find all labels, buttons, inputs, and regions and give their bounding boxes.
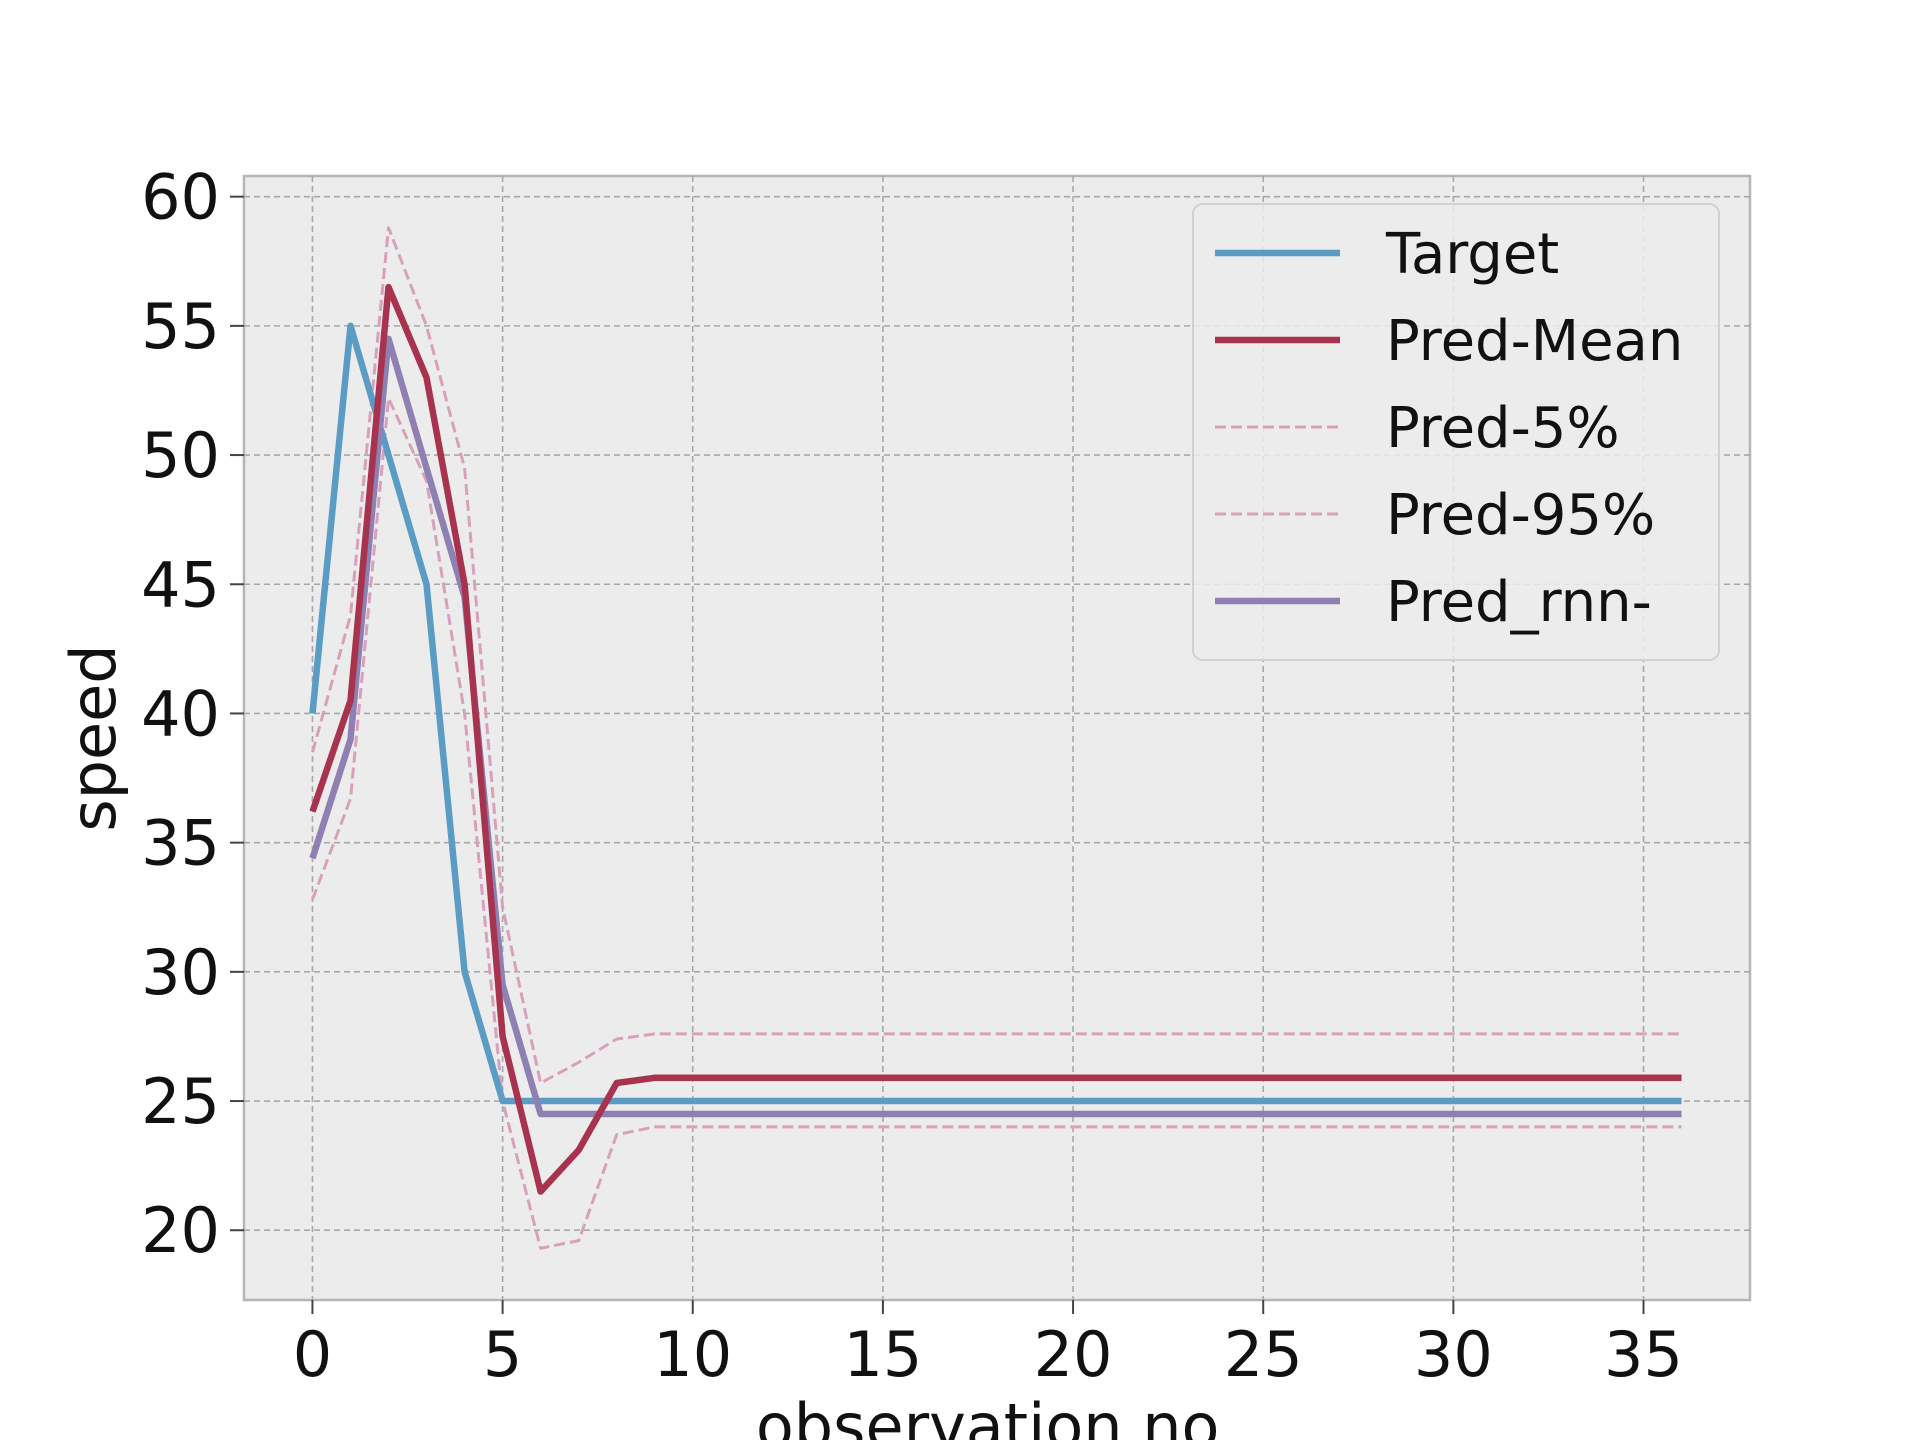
series-line-pred-rnn xyxy=(309,335,1682,1118)
series-line-pred-5 xyxy=(311,396,1682,1250)
y-tick-label: 20 xyxy=(141,1194,220,1267)
x-axis-label: observation no. xyxy=(756,1390,1238,1440)
y-tick-label: 30 xyxy=(141,936,220,1009)
y-tick-label: 50 xyxy=(141,419,220,492)
x-tick-label: 35 xyxy=(1604,1318,1683,1391)
legend: Target Pred-Mean Pred-5% Pred-95% Pred_rnn- xyxy=(1192,203,1720,661)
y-axis: 20 25 30 35 40 45 50 55 60 xyxy=(141,161,244,1267)
x-tick-label: 0 xyxy=(293,1318,332,1391)
x-tick-label: 5 xyxy=(483,1318,522,1391)
x-tick-label: 10 xyxy=(653,1318,732,1391)
legend-box xyxy=(1192,203,1720,661)
x-axis: 0 5 10 15 20 25 30 35 xyxy=(293,1300,1683,1391)
y-tick-label: 35 xyxy=(141,807,220,880)
series-line-target xyxy=(309,322,1682,1105)
x-tick-label: 30 xyxy=(1414,1318,1493,1391)
y-tick-label: 40 xyxy=(141,677,220,750)
x-tick-label: 15 xyxy=(843,1318,922,1391)
y-tick-label: 55 xyxy=(141,290,220,363)
y-tick-label: 25 xyxy=(141,1065,220,1138)
series-line-pred-95 xyxy=(311,226,1682,1085)
legend-label: Pred_rnn- xyxy=(1386,570,1652,635)
y-axis-label: speed xyxy=(57,644,130,831)
x-tick-label: 25 xyxy=(1224,1318,1303,1391)
y-tick-label: 60 xyxy=(141,161,220,234)
legend-label: Target xyxy=(1385,222,1559,287)
x-tick-label: 20 xyxy=(1034,1318,1113,1391)
series-lines xyxy=(309,226,1682,1250)
y-tick-label: 45 xyxy=(141,548,220,621)
legend-label: Pred-5% xyxy=(1386,396,1620,461)
legend-label: Pred-95% xyxy=(1386,483,1655,548)
series-line-pred-mean xyxy=(309,283,1682,1195)
legend-label: Pred-Mean xyxy=(1386,309,1683,374)
